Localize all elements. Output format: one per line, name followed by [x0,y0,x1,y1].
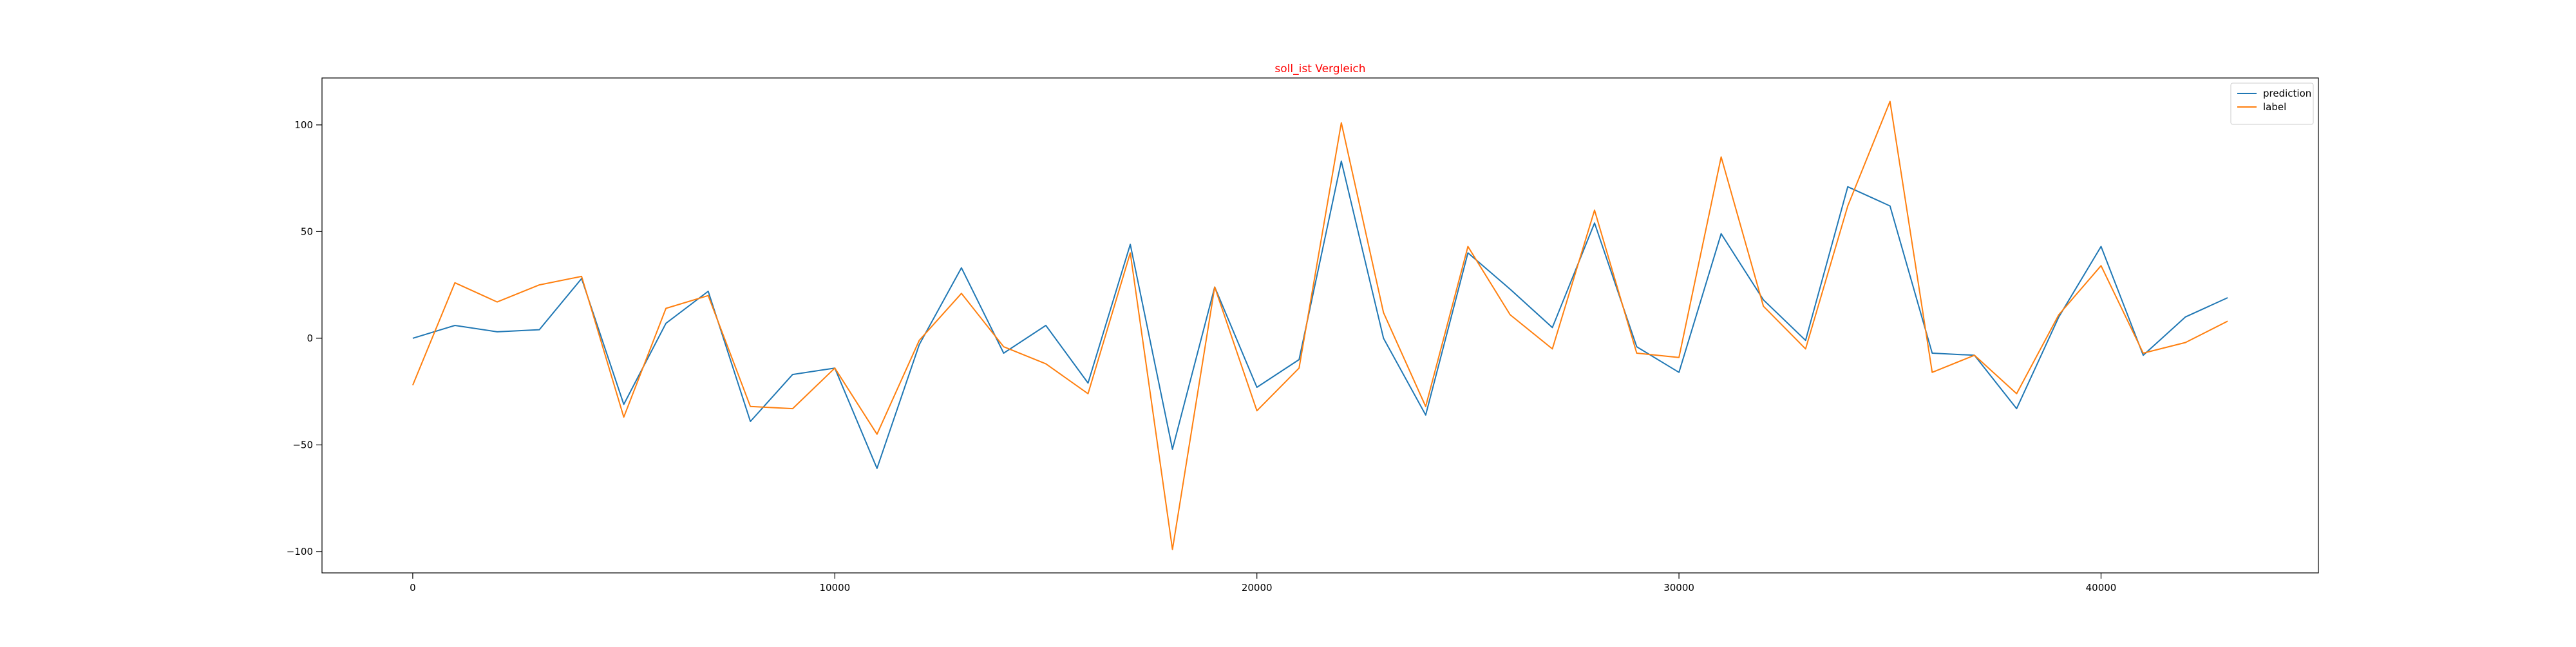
y-tick-label: −100 [287,546,313,557]
x-tick-label: 0 [410,582,416,594]
x-tick-label: 10000 [819,582,850,594]
legend-label-label: label [2263,101,2286,113]
legend: prediction label [2230,82,2314,125]
y-tick-label: 50 [301,226,313,237]
chart-title: soll_ist Vergleich [1274,63,1365,75]
x-tick-label: 40000 [2086,582,2117,594]
x-tick-label: 30000 [1663,582,1694,594]
y-tick-label: 100 [294,119,313,131]
series-line-label [412,101,2228,550]
y-tick-label: −50 [292,439,313,450]
y-tick-label: 0 [307,333,313,344]
plot-area-frame [321,77,2319,574]
x-tick-label: 20000 [1242,582,1273,594]
legend-label-prediction: prediction [2263,88,2311,99]
